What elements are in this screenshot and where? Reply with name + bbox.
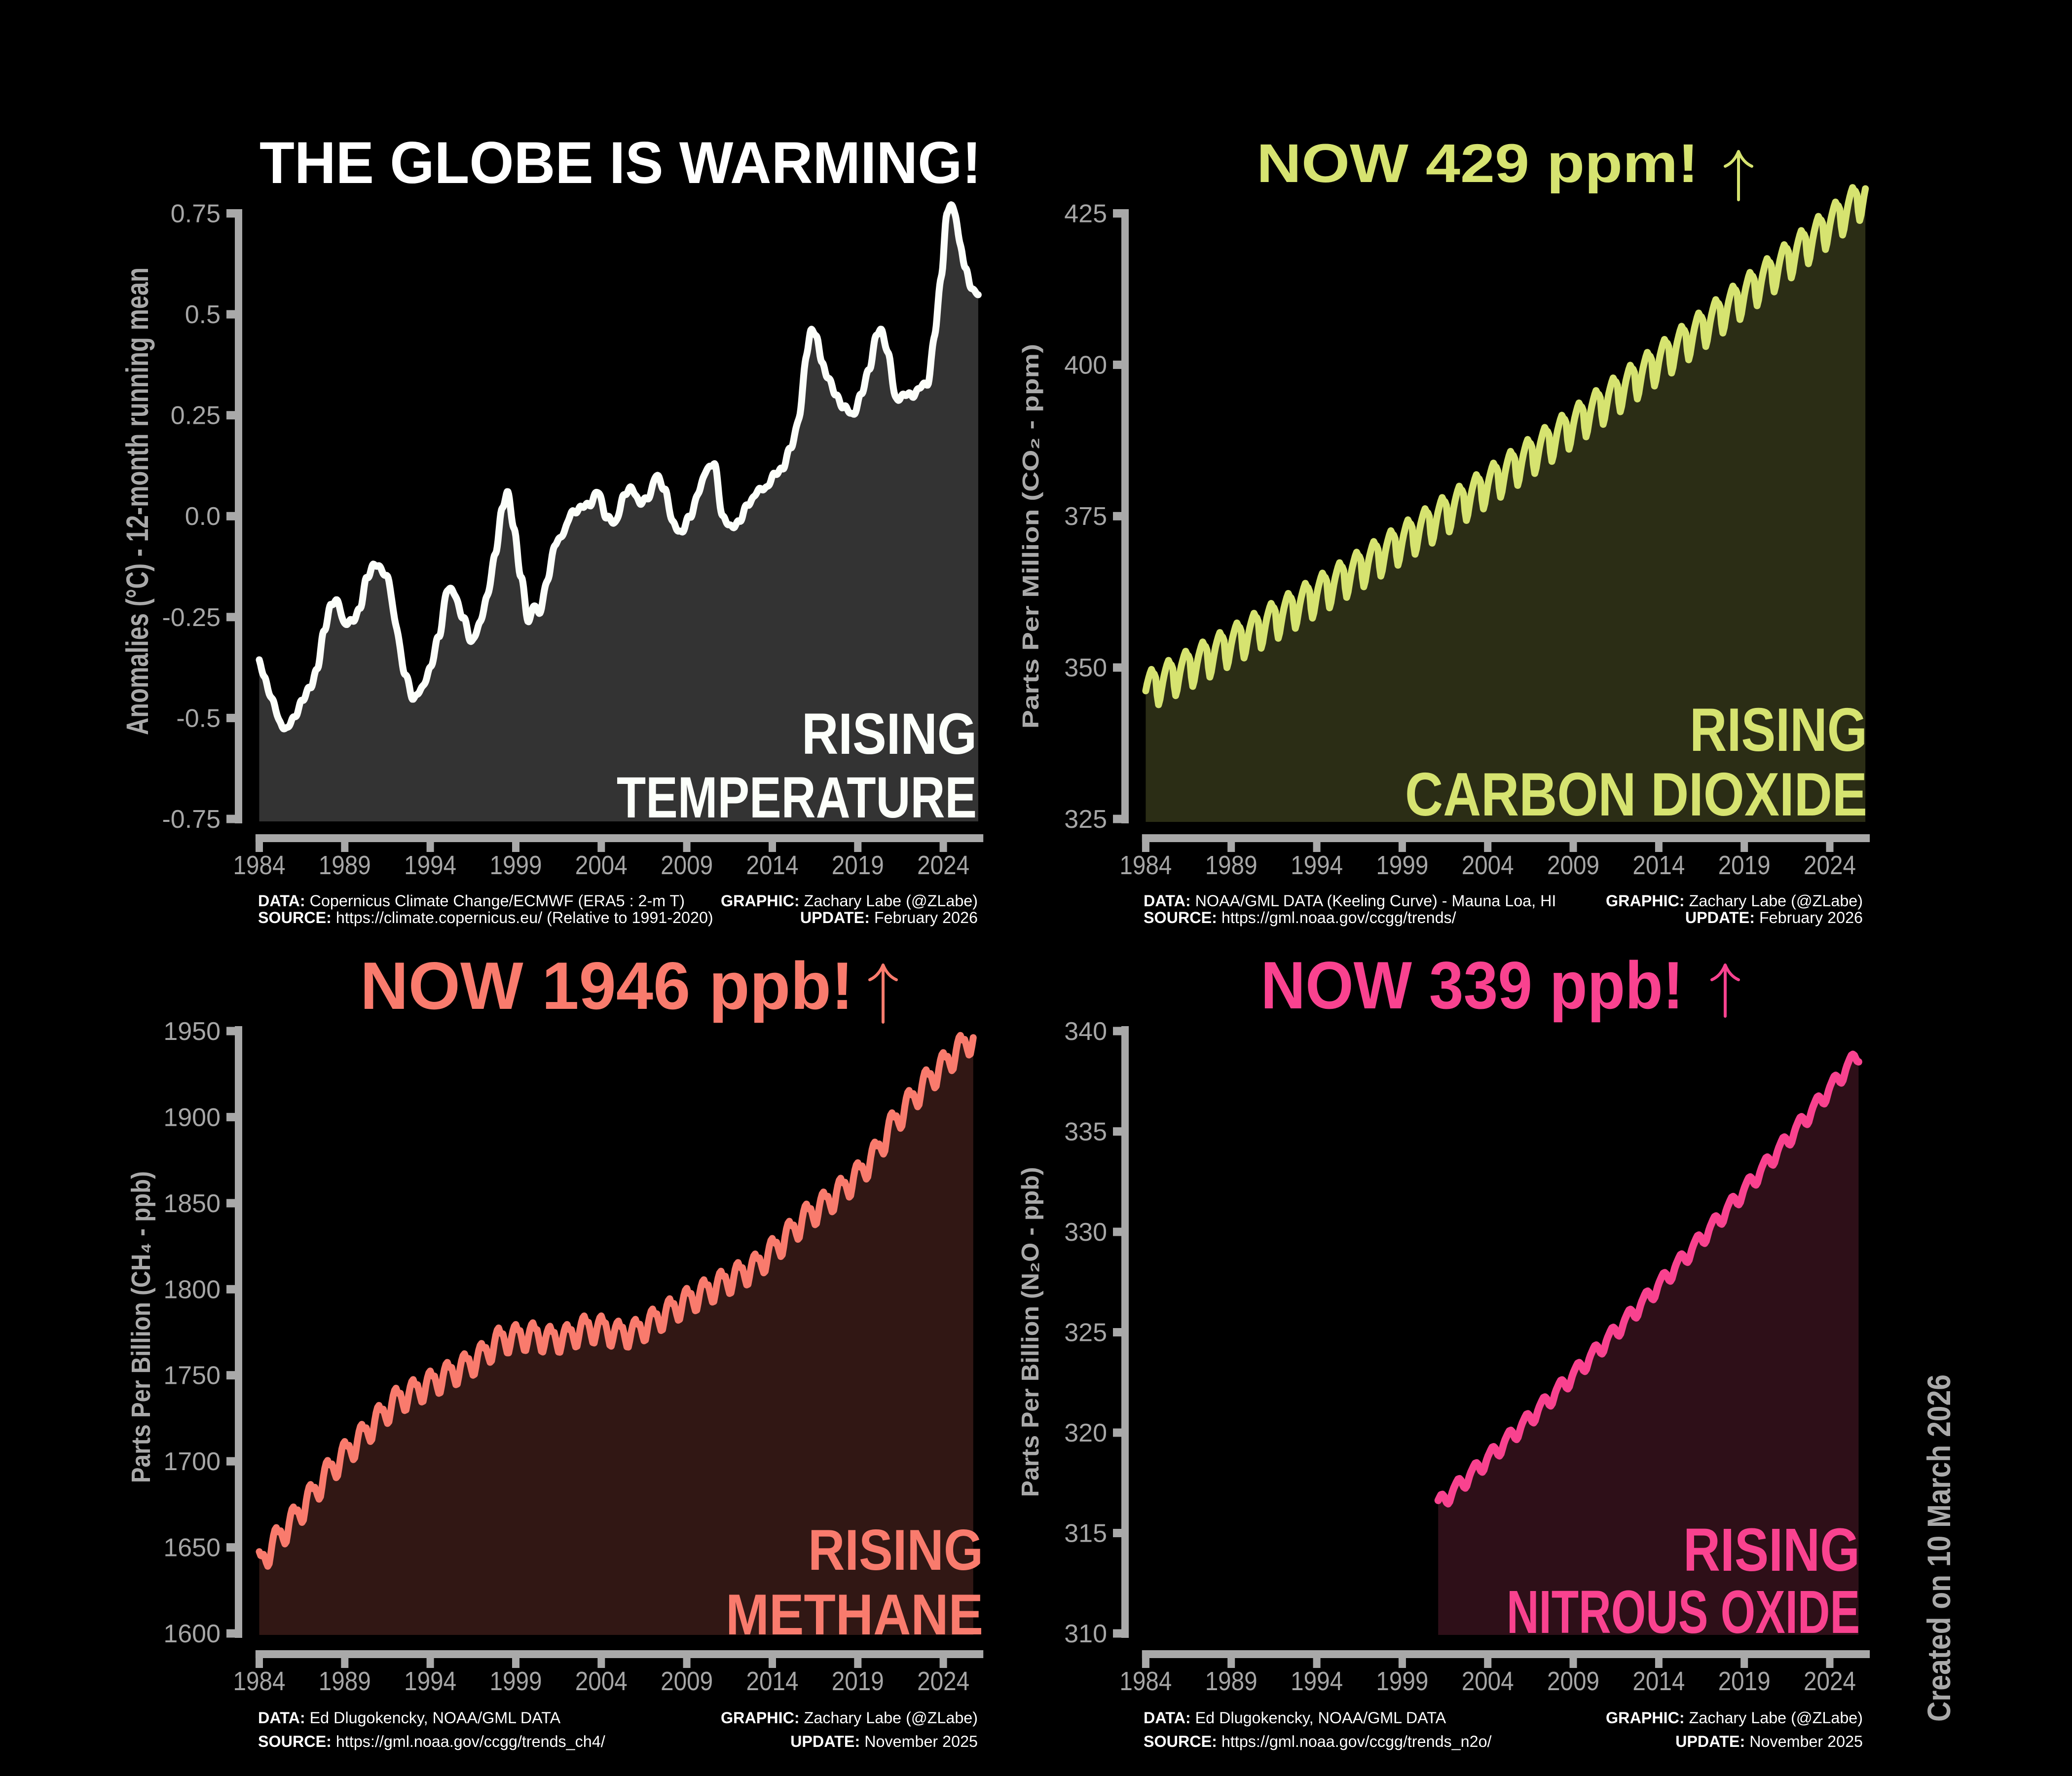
svg-text:-0.25: -0.25	[162, 603, 221, 632]
svg-text:1994: 1994	[404, 851, 456, 880]
svg-text:425: 425	[1064, 200, 1107, 228]
svg-text:RISING: RISING	[802, 702, 977, 767]
svg-text:1900: 1900	[163, 1103, 221, 1132]
svg-text:325: 325	[1064, 805, 1107, 834]
svg-text:0.5: 0.5	[185, 300, 221, 329]
svg-text:UPDATE: November 2025: UPDATE: November 2025	[1675, 1733, 1863, 1750]
svg-text:GRAPHIC: Zachary Labe (@ZLabe): GRAPHIC: Zachary Labe (@ZLabe)	[1606, 892, 1863, 910]
svg-text:2014: 2014	[746, 1666, 799, 1696]
svg-text:2009: 2009	[661, 1666, 713, 1696]
svg-text:RISING: RISING	[1683, 1517, 1860, 1584]
svg-text:THE GLOBE IS WARMING!: THE GLOBE IS WARMING!	[259, 130, 981, 196]
svg-text:0.75: 0.75	[171, 200, 221, 228]
svg-text:1989: 1989	[319, 851, 371, 880]
svg-text:2004: 2004	[575, 851, 628, 880]
svg-text:2009: 2009	[1547, 1666, 1599, 1696]
svg-text:DATA: Ed Dlugokencky, NOAA/GML: DATA: Ed Dlugokencky, NOAA/GML DATA	[1144, 1709, 1446, 1727]
svg-text:2019: 2019	[832, 1666, 884, 1696]
svg-text:SOURCE: https://climate.copern: SOURCE: https://climate.copernicus.eu/ (…	[258, 909, 713, 926]
svg-text:2019: 2019	[832, 851, 884, 880]
svg-text:1989: 1989	[319, 1666, 371, 1696]
svg-text:2014: 2014	[1632, 851, 1685, 880]
svg-text:UPDATE: February 2026: UPDATE: February 2026	[1685, 909, 1863, 926]
svg-text:1850: 1850	[163, 1189, 221, 1218]
svg-text:2019: 2019	[1718, 851, 1771, 880]
svg-text:375: 375	[1064, 502, 1107, 531]
svg-text:1984: 1984	[233, 1666, 286, 1696]
svg-text:0.0: 0.0	[185, 502, 221, 531]
svg-text:330: 330	[1064, 1218, 1107, 1247]
svg-text:1984: 1984	[233, 851, 286, 880]
svg-text:1600: 1600	[163, 1620, 221, 1648]
svg-text:1999: 1999	[490, 1666, 542, 1696]
svg-text:1750: 1750	[163, 1362, 221, 1390]
svg-text:1994: 1994	[1291, 1666, 1343, 1696]
svg-text:-0.5: -0.5	[176, 704, 221, 733]
svg-text:1989: 1989	[1205, 851, 1258, 880]
svg-text:320: 320	[1064, 1419, 1107, 1447]
svg-text:1700: 1700	[163, 1447, 221, 1476]
svg-text:NOW 339 ppb!: NOW 339 ppb!	[1261, 948, 1684, 1023]
svg-text:2009: 2009	[1547, 851, 1599, 880]
svg-text:2024: 2024	[917, 851, 969, 880]
svg-text:SOURCE: https://gml.noaa.gov/c: SOURCE: https://gml.noaa.gov/ccgg/trends…	[1144, 1733, 1492, 1750]
svg-text:GRAPHIC: Zachary Labe (@ZLabe): GRAPHIC: Zachary Labe (@ZLabe)	[1606, 1709, 1863, 1727]
svg-text:Parts Per Billion (N₂O - ppb): Parts Per Billion (N₂O - ppb)	[1017, 1167, 1044, 1497]
svg-text:NITROUS OXIDE: NITROUS OXIDE	[1507, 1579, 1860, 1646]
svg-text:1950: 1950	[163, 1017, 221, 1046]
svg-text:Created on 10 March 2026: Created on 10 March 2026	[1921, 1374, 1957, 1722]
svg-text:SOURCE: https://gml.noaa.gov/c: SOURCE: https://gml.noaa.gov/ccgg/trends…	[1144, 909, 1456, 926]
svg-text:2004: 2004	[575, 1666, 628, 1696]
svg-text:2014: 2014	[1632, 1666, 1685, 1696]
svg-text:METHANE: METHANE	[726, 1582, 983, 1647]
svg-text:325: 325	[1064, 1319, 1107, 1347]
svg-text:Parts Per Billion (CH₄ - ppb): Parts Per Billion (CH₄ - ppb)	[126, 1171, 156, 1483]
svg-text:1650: 1650	[163, 1534, 221, 1562]
svg-text:2004: 2004	[1462, 851, 1514, 880]
svg-text:2019: 2019	[1718, 1666, 1771, 1696]
svg-text:1999: 1999	[1376, 1666, 1428, 1696]
svg-text:1994: 1994	[1291, 851, 1343, 880]
svg-text:DATA: Copernicus Climate Chang: DATA: Copernicus Climate Change/ECMWF (E…	[258, 892, 685, 910]
svg-text:1994: 1994	[404, 1666, 456, 1696]
svg-text:2024: 2024	[917, 1666, 969, 1696]
svg-text:GRAPHIC: Zachary Labe (@ZLabe): GRAPHIC: Zachary Labe (@ZLabe)	[721, 1709, 978, 1727]
svg-text:NOW 1946 ppb!: NOW 1946 ppb!	[360, 948, 853, 1023]
svg-text:SOURCE: https://gml.noaa.gov/c: SOURCE: https://gml.noaa.gov/ccgg/trends…	[258, 1733, 605, 1750]
svg-text:1989: 1989	[1205, 1666, 1258, 1696]
svg-text:NOW 429 ppm!: NOW 429 ppm!	[1257, 133, 1699, 194]
svg-text:Parts Per Million (CO₂ - ppm): Parts Per Million (CO₂ - ppm)	[1018, 344, 1043, 729]
svg-text:310: 310	[1064, 1620, 1107, 1648]
svg-text:DATA: NOAA/GML DATA (Keeling C: DATA: NOAA/GML DATA (Keeling Curve) - Ma…	[1144, 892, 1556, 910]
svg-text:1999: 1999	[490, 851, 542, 880]
svg-text:340: 340	[1064, 1017, 1107, 1046]
svg-text:TEMPERATURE: TEMPERATURE	[617, 765, 977, 830]
svg-text:350: 350	[1064, 654, 1107, 682]
svg-text:0.25: 0.25	[171, 402, 221, 430]
svg-text:1999: 1999	[1376, 851, 1428, 880]
svg-text:CARBON DIOXIDE: CARBON DIOXIDE	[1405, 761, 1867, 829]
svg-text:1984: 1984	[1119, 851, 1172, 880]
svg-text:400: 400	[1064, 351, 1107, 379]
svg-text:315: 315	[1064, 1519, 1107, 1548]
svg-text:2014: 2014	[746, 851, 799, 880]
svg-text:-0.75: -0.75	[162, 805, 221, 834]
svg-text:RISING: RISING	[808, 1517, 983, 1582]
svg-text:GRAPHIC: Zachary Labe (@ZLabe): GRAPHIC: Zachary Labe (@ZLabe)	[721, 892, 978, 910]
svg-text:RISING: RISING	[1690, 696, 1867, 764]
svg-text:2004: 2004	[1462, 1666, 1514, 1696]
svg-text:2024: 2024	[1804, 1666, 1856, 1696]
svg-text:1984: 1984	[1119, 1666, 1172, 1696]
svg-text:UPDATE: February 2026: UPDATE: February 2026	[800, 909, 978, 926]
svg-text:2009: 2009	[661, 851, 713, 880]
svg-text:DATA: Ed Dlugokencky, NOAA/GML: DATA: Ed Dlugokencky, NOAA/GML DATA	[258, 1709, 561, 1727]
svg-text:2024: 2024	[1804, 851, 1856, 880]
svg-text:335: 335	[1064, 1118, 1107, 1147]
svg-text:1800: 1800	[163, 1275, 221, 1304]
svg-text:Anomalies (°C) - 12-month runn: Anomalies (°C) - 12-month running mean	[120, 267, 155, 735]
svg-text:UPDATE: November 2025: UPDATE: November 2025	[790, 1733, 978, 1750]
